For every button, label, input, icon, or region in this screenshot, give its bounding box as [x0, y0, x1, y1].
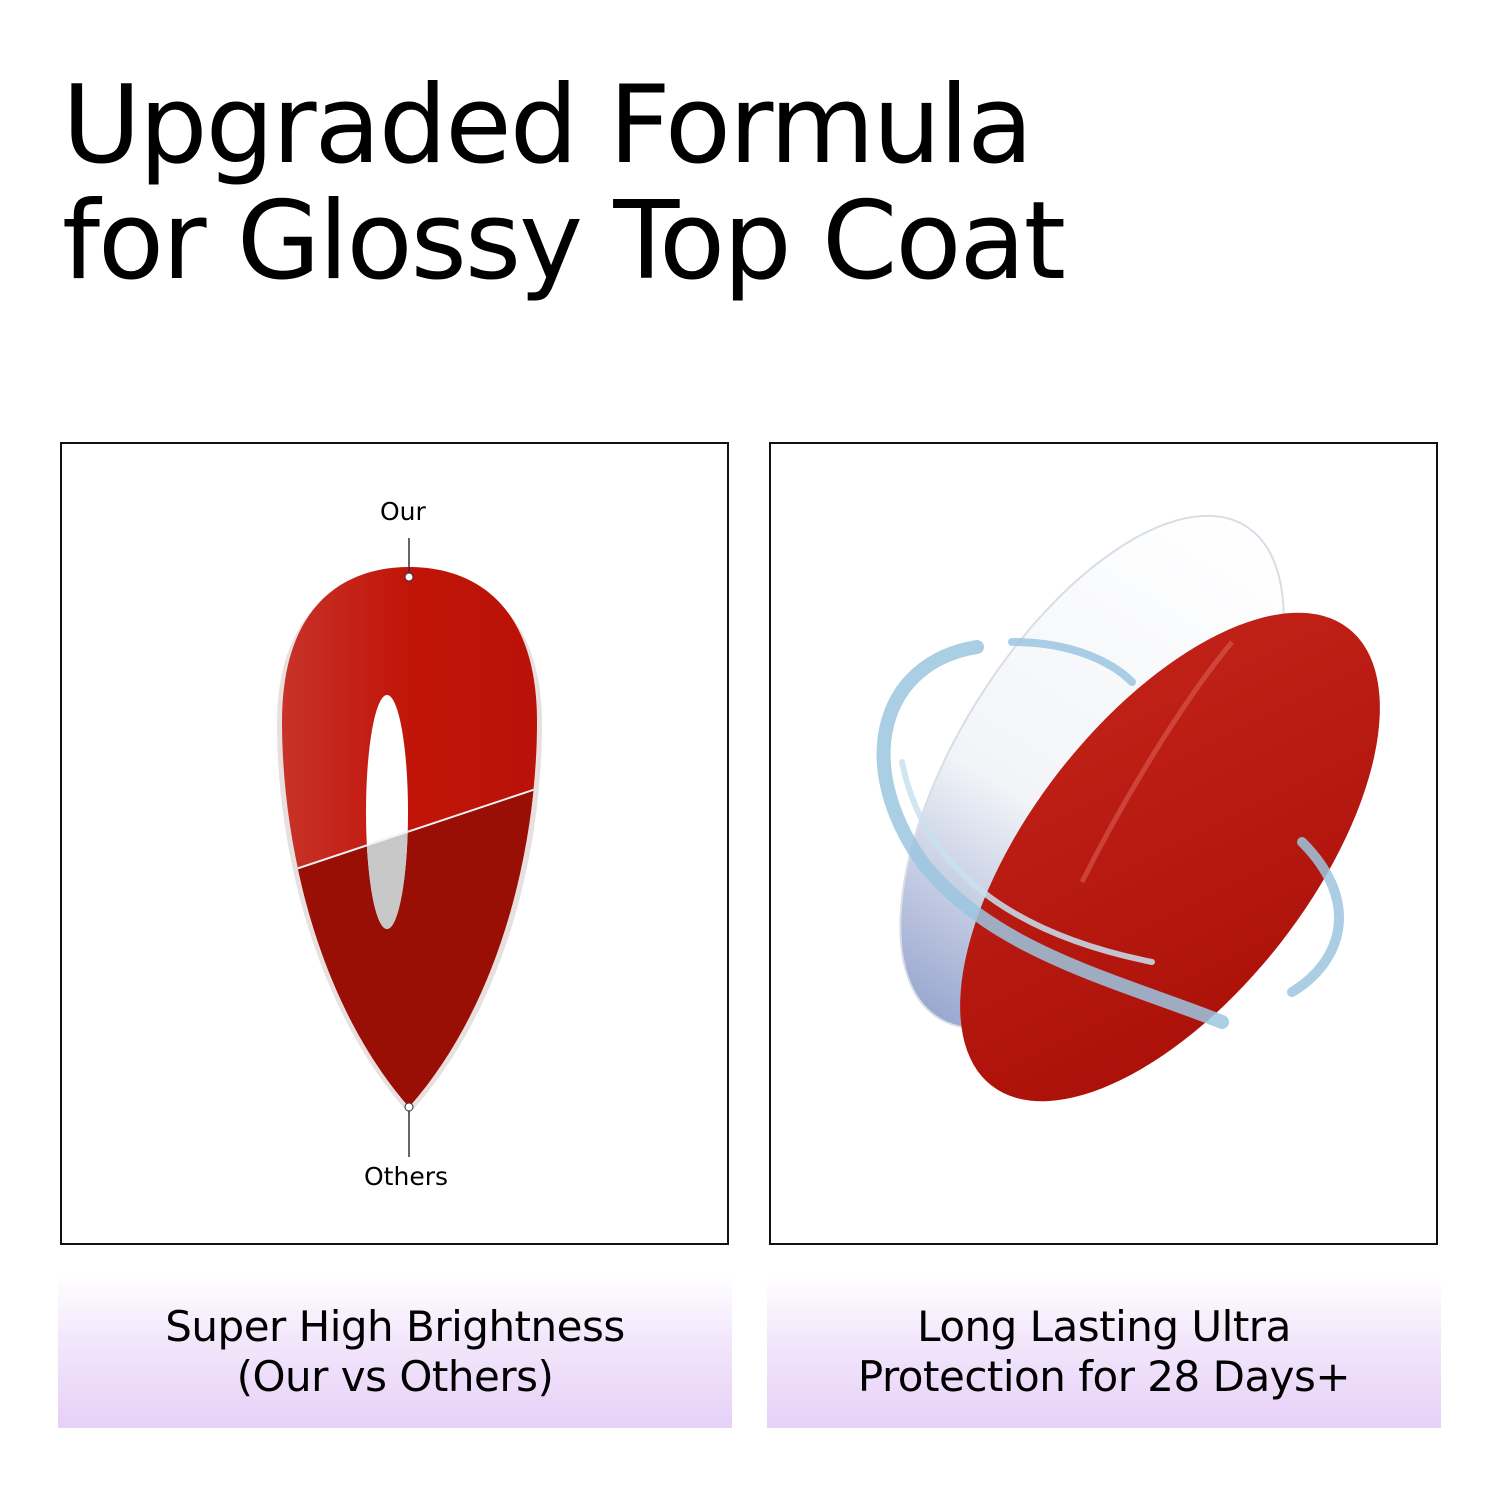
our-marker [404, 572, 414, 582]
label-our: Our [380, 497, 426, 526]
caption-line-1: Super High Brightness [165, 1301, 625, 1351]
protection-caption: Long Lasting Ultra Protection for 28 Day… [767, 1275, 1441, 1428]
others-marker [404, 1102, 414, 1112]
red-nail [960, 612, 1380, 1102]
label-others: Others [364, 1162, 449, 1191]
protection-panel [769, 442, 1438, 1245]
brightness-comparison-panel: Our Others [60, 442, 729, 1245]
title-line-2: for Glossy Top Coat [62, 179, 1066, 304]
brightness-caption: Super High Brightness (Our vs Others) [58, 1275, 732, 1428]
nail-comparison-illustration [277, 538, 542, 1157]
caption-line-1: Long Lasting Ultra [917, 1301, 1291, 1351]
water-swirl [876, 638, 1344, 1029]
page-title: Upgraded Formula for Glossy Top Coat [62, 63, 1066, 304]
nail-protection-illustration [876, 514, 1380, 1102]
title-line-1: Upgraded Formula [62, 63, 1033, 188]
caption-line-2: (Our vs Others) [236, 1351, 554, 1401]
caption-line-2: Protection for 28 Days+ [857, 1351, 1351, 1401]
